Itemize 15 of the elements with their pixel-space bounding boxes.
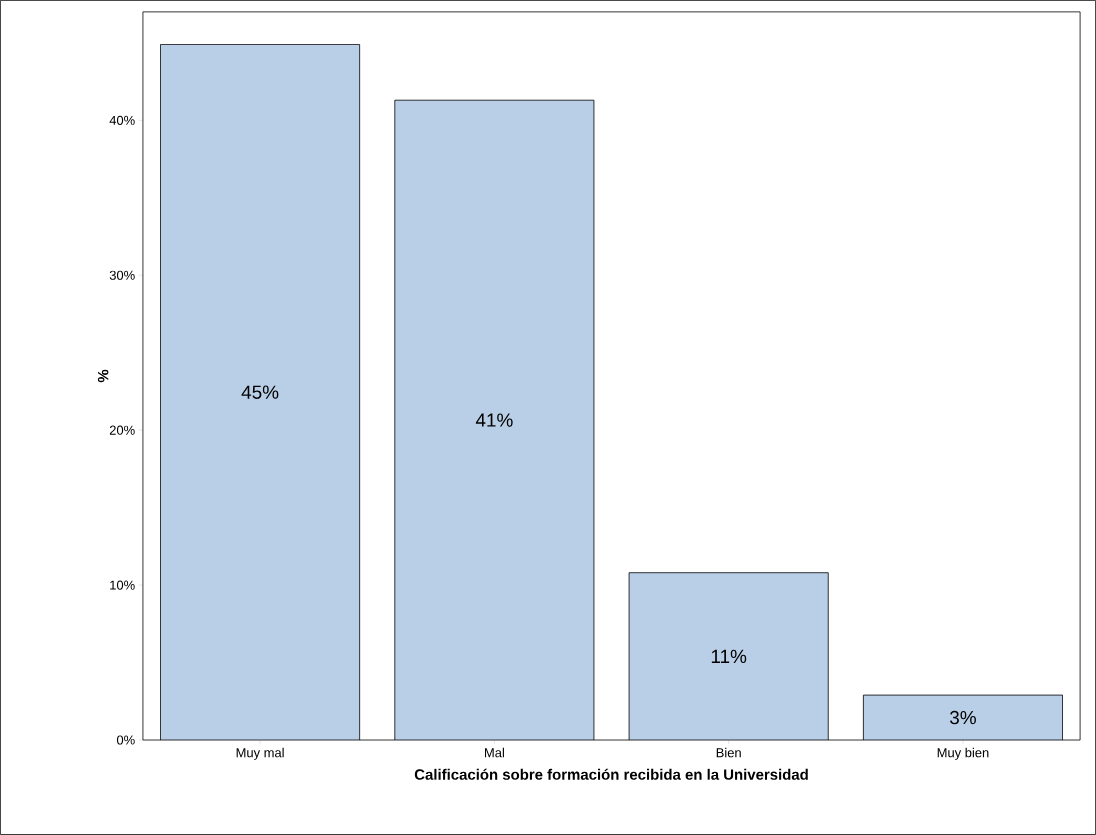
- y-axis-title: %: [97, 369, 109, 383]
- y-tick-label: 30%: [109, 270, 135, 280]
- x-tick-label: Muy bien: [937, 747, 989, 760]
- x-axis-title: Calificación sobre formación recibida en la Universidad: [414, 768, 808, 780]
- x-tick-label: Mal: [485, 747, 504, 758]
- data-label: 11%: [711, 649, 747, 664]
- data-label: 45%: [241, 385, 279, 399]
- y-tick-label: 10%: [110, 580, 135, 590]
- y-tick-label: 0%: [116, 735, 135, 745]
- y-tick-label: 40%: [109, 115, 135, 125]
- x-tick-label: Muy mal: [236, 747, 284, 760]
- y-tick-label: 20%: [109, 425, 135, 435]
- data-label: 41%: [475, 413, 513, 427]
- data-label: 3%: [950, 710, 976, 725]
- x-tick-label: Bien: [716, 747, 741, 758]
